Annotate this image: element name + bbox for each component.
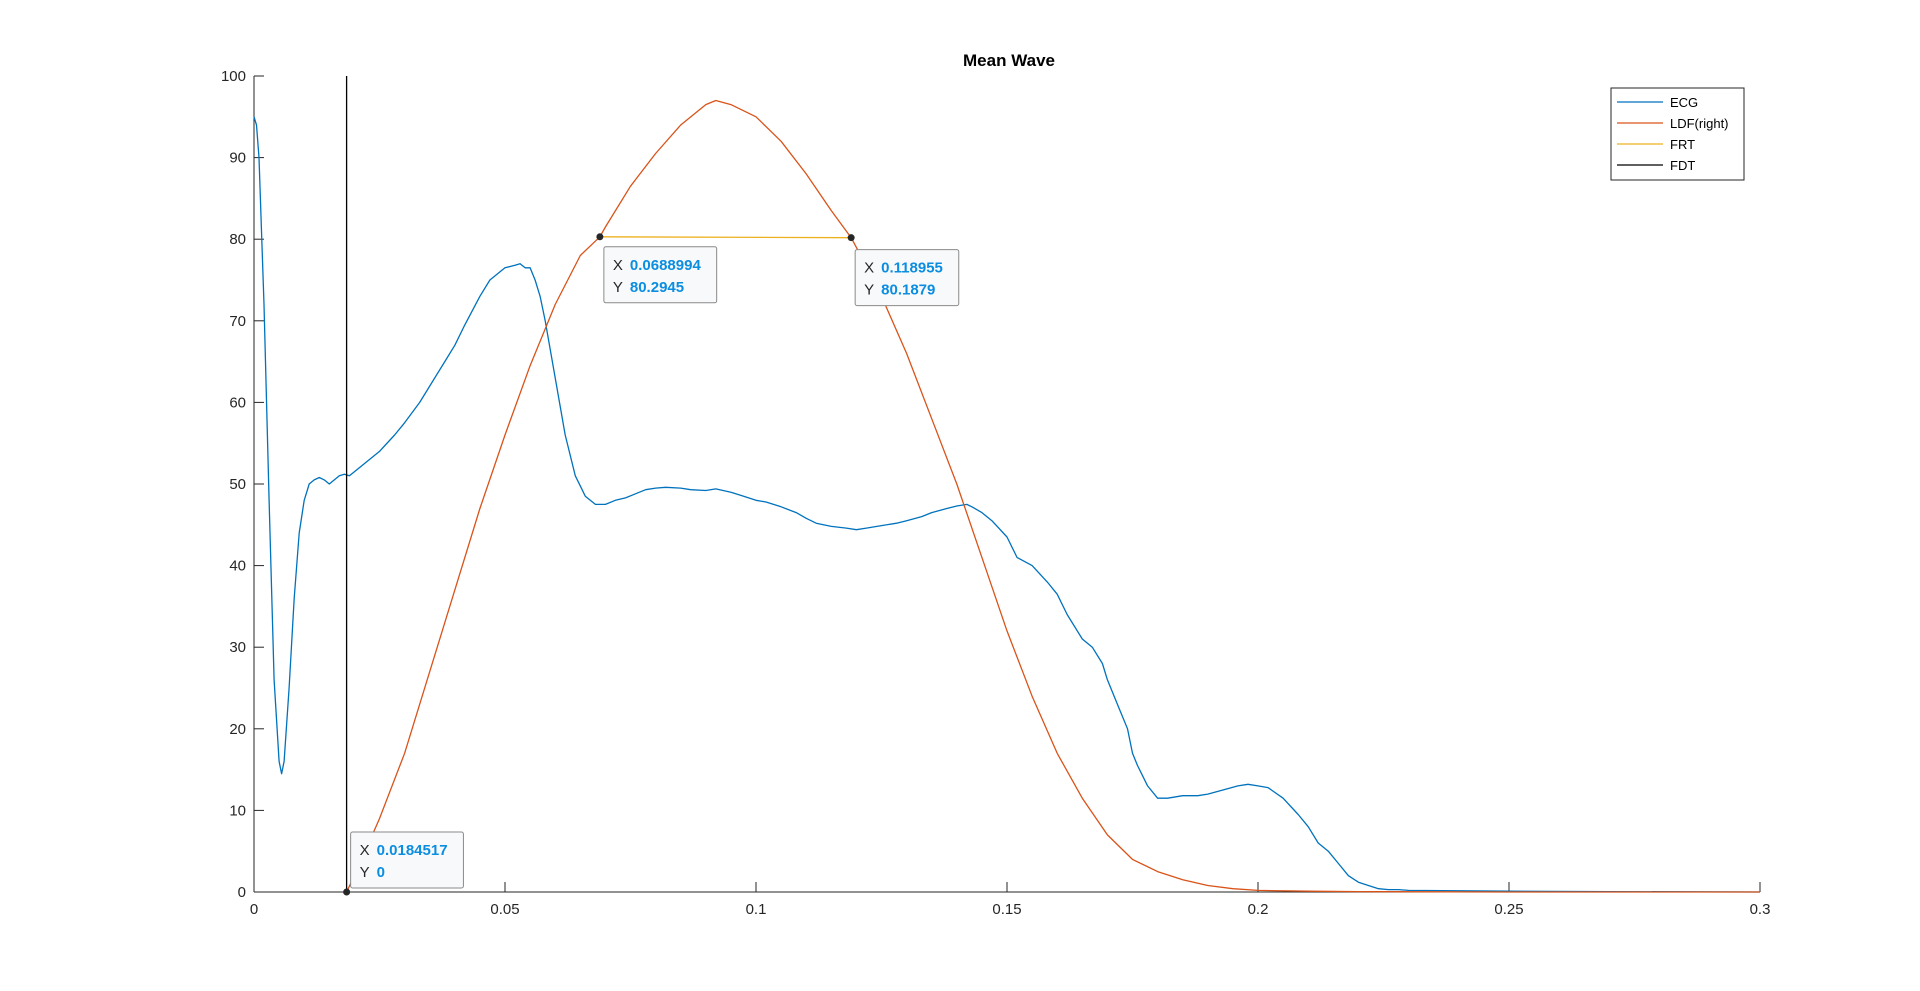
datatip-y-value: 80.2945 bbox=[630, 279, 684, 296]
x-tick-label: 0 bbox=[250, 901, 258, 918]
y-tick-label: 90 bbox=[229, 150, 246, 167]
series-ldf-right-line bbox=[346, 99, 1760, 893]
datatip-y-value: 0 bbox=[377, 864, 385, 881]
datatip[interactable]: X 0.118955 Y 80.1879 bbox=[847, 234, 960, 307]
legend-label: ECG bbox=[1670, 95, 1698, 110]
legend-entry[interactable]: FRT bbox=[1617, 137, 1695, 152]
series-ecg-line bbox=[253, 116, 1761, 893]
datatip[interactable]: X 0.0184517 Y 0 bbox=[343, 831, 464, 896]
legend-entry[interactable]: FDT bbox=[1617, 158, 1695, 173]
datatip-box bbox=[854, 249, 960, 307]
y-tick-label: 60 bbox=[229, 394, 246, 411]
datatip-x-value: 0.0184517 bbox=[377, 842, 448, 859]
datatip-box bbox=[603, 246, 718, 304]
datatip-y-label: Y bbox=[360, 864, 370, 881]
y-tick-label: 70 bbox=[229, 313, 246, 330]
y-tick-label: 80 bbox=[229, 231, 246, 248]
y-tick-label: 20 bbox=[229, 721, 246, 738]
x-tick-label: 0.25 bbox=[1494, 901, 1523, 918]
legend-label: FDT bbox=[1670, 158, 1695, 173]
datatip-marker[interactable] bbox=[343, 888, 351, 896]
y-tick-label: 10 bbox=[229, 802, 246, 819]
datatip-y-label: Y bbox=[864, 282, 874, 299]
datatip-x-value: 0.0688994 bbox=[630, 257, 702, 274]
y-tick-label: 0 bbox=[238, 884, 246, 901]
datatips[interactable]: X 0.0688994 Y 80.2945 X 0.118955 Y 80.1879 X 0.01… bbox=[343, 233, 960, 896]
plot-series bbox=[253, 76, 1761, 893]
datatip-y-value: 80.1879 bbox=[881, 282, 935, 299]
datatip[interactable]: X 0.0688994 Y 80.2945 bbox=[596, 233, 718, 304]
x-tick-label: 0.3 bbox=[1750, 901, 1771, 918]
y-tick-label: 50 bbox=[229, 476, 246, 493]
datatip-x-label: X bbox=[864, 260, 874, 277]
chart-title: Mean Wave bbox=[963, 51, 1055, 70]
y-tick-label: 30 bbox=[229, 639, 246, 656]
x-tick-label: 0.05 bbox=[490, 901, 519, 918]
datatip-marker[interactable] bbox=[596, 233, 604, 241]
legend-entry[interactable]: ECG bbox=[1617, 95, 1698, 110]
x-tick-label: 0.2 bbox=[1248, 901, 1269, 918]
y-tick-label: 40 bbox=[229, 558, 246, 575]
legend-label: FRT bbox=[1670, 137, 1695, 152]
x-tick-label: 0.15 bbox=[992, 901, 1021, 918]
legend[interactable]: ECG LDF(right) FRT FDT bbox=[1610, 87, 1745, 181]
series-frt-line bbox=[599, 236, 852, 239]
datatip-y-label: Y bbox=[613, 279, 623, 296]
datatip-x-value: 0.118955 bbox=[881, 260, 943, 277]
datatip-x-label: X bbox=[360, 842, 370, 859]
datatip-box bbox=[350, 831, 464, 889]
legend-entry[interactable]: LDF(right) bbox=[1617, 116, 1729, 131]
datatip-marker[interactable] bbox=[847, 234, 855, 242]
datatip-x-label: X bbox=[613, 257, 623, 274]
y-tick-label: 100 bbox=[221, 68, 246, 85]
legend-label: LDF(right) bbox=[1670, 116, 1729, 131]
axes: 0 0.05 0.1 0.15 0.2 0.25 0.3 0 10 20 30 40 50 60 70 80 9… bbox=[221, 68, 1770, 918]
x-tick-label: 0.1 bbox=[746, 901, 767, 918]
